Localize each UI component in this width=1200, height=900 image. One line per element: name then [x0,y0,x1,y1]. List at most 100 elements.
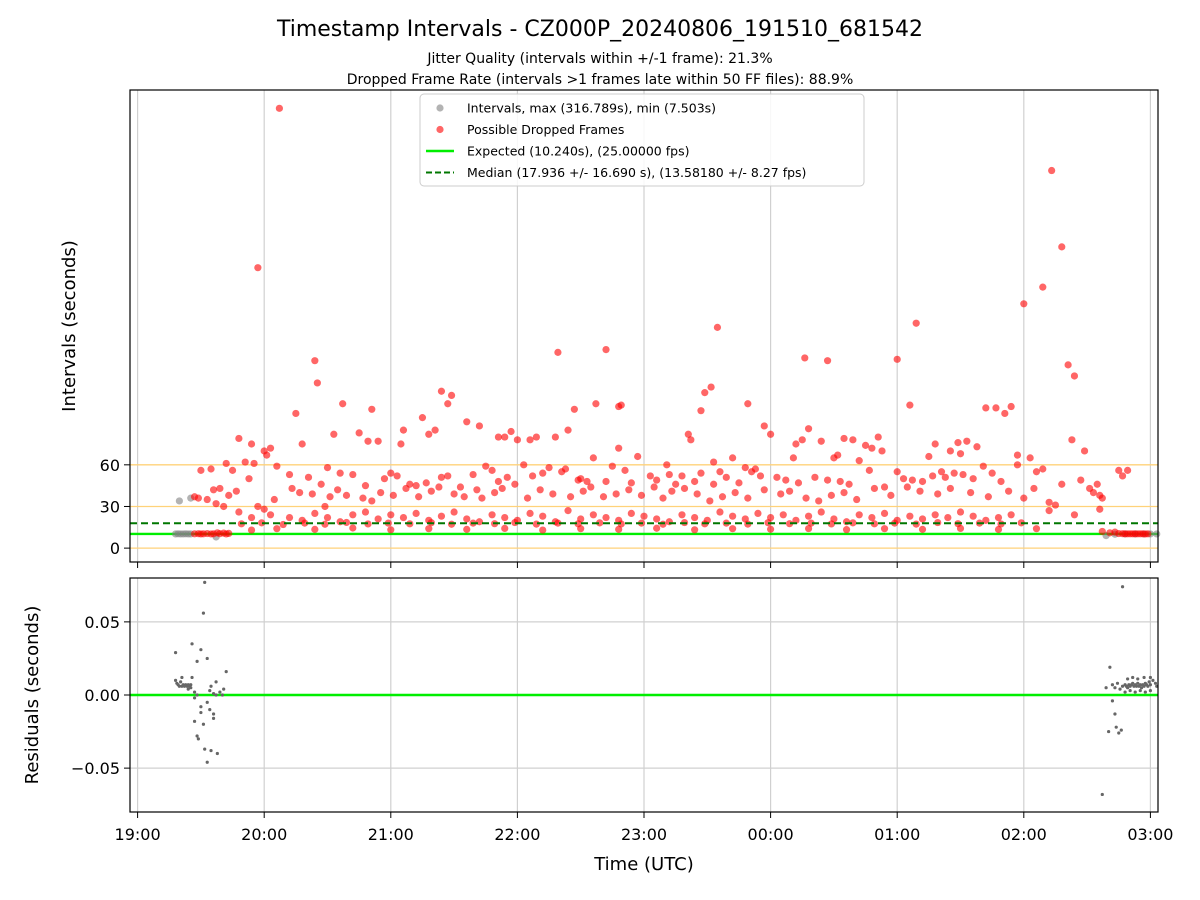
dropped-frame-point-268 [361,508,370,516]
residual-point-71 [1131,681,1135,685]
dropped-frame-point-261 [266,511,275,519]
dropped-frame-point-163 [899,475,908,483]
dropped-frame-point-159 [845,480,853,488]
residual-point-86 [1151,678,1155,682]
residual-point-36 [195,734,199,738]
dropped-frame-point-213 [549,490,557,498]
dropped-frame-point-13 [311,357,319,365]
dropped-frame-point-200 [402,484,410,493]
dropped-frame-point-363 [311,525,319,533]
chart-subtitle-dropped: Dropped Frame Rate (intervals >1 frames … [347,72,854,88]
residual-point-48 [192,696,197,700]
dropped-frame-point-366 [425,525,433,533]
dropped-frame-point-190 [296,488,304,497]
dropped-frame-point-79 [687,436,695,444]
legend-label-2: Expected (10.240s), (25.00000 fps) [467,144,689,159]
dropped-frame-point-111 [349,470,357,479]
dropped-frame-point-168 [950,469,958,477]
residual-point-38 [199,710,203,715]
dropped-frame-point-350 [807,519,815,527]
dropped-frame-point-364 [349,524,357,532]
residual-point-96 [1133,690,1137,694]
residual-point-39 [201,722,206,726]
dropped-frame-point-365 [387,526,395,534]
dropped-frame-point-378 [880,525,889,533]
dropped-frame-point-193 [326,493,334,501]
dropped-frame-point-215 [579,487,587,495]
dropped-frame-point-51 [292,409,300,418]
dropped-frame-point-237 [853,495,861,504]
dropped-frame-point-198 [377,488,385,497]
dropped-frame-point-34 [697,407,705,415]
dropped-frame-point-45 [1013,451,1022,459]
dropped-frame-point-284 [564,507,572,515]
residual-point-59 [1120,585,1125,589]
dropped-frame-point-26 [617,401,625,409]
residual-point-99 [1148,689,1153,693]
dropped-frame-point-293 [678,511,686,519]
dropped-frame-point-173 [997,477,1005,486]
dropped-frame-point-326 [301,519,309,527]
dropped-frame-point-202 [427,487,435,495]
dropped-frame-point-157 [823,476,832,484]
dropped-frame-point-230 [760,486,768,494]
dropped-frame-point-103 [250,459,258,468]
residual-point-92 [1142,675,1146,680]
dropped-frame-point-161 [880,483,889,491]
residual-point-49 [211,716,216,721]
dropped-frame-point-33 [1007,402,1015,411]
residual-point-14 [173,650,178,655]
x-tick-label-7: 02:00 [1001,825,1047,844]
dropped-frame-point-191 [308,490,316,498]
dropped-frame-point-286 [589,511,597,519]
dropped-frame-point-62 [397,440,405,448]
dropped-frame-point-206 [473,486,481,494]
dropped-frame-point-329 [364,520,372,528]
dropped-frame-point-239 [887,491,895,499]
dropped-frame-point-23 [570,405,578,413]
dropped-frame-point-194 [334,486,342,494]
dropped-frame-point-164 [908,476,916,484]
dropped-frame-point-192 [321,502,329,511]
dropped-frame-point-127 [520,461,528,469]
dropped-frame-point-104 [263,451,271,459]
dropped-frame-point-0 [275,104,283,112]
intervals-y-axis-label: Intervals (seconds) [59,240,80,412]
dropped-frame-point-221 [650,483,658,491]
dropped-frame-point-214 [566,493,575,501]
legend: Intervals, max (316.789s), min (7.503s) P… [419,93,865,187]
dropped-frame-point-309 [880,509,889,518]
dropped-frame-point-234 [815,497,823,505]
residual-point-89 [1126,677,1130,681]
dropped-frame-point-232 [785,487,794,495]
dropped-frame-point-124 [488,466,496,474]
dropped-frame-point-122 [469,470,477,479]
dropped-frame-point-184 [232,487,240,495]
dropped-frame-point-113 [380,475,389,483]
dropped-frame-point-314 [944,513,952,522]
residual-point-27 [209,684,213,688]
dropped-frame-point-321 [1070,511,1079,519]
residual-point-97 [1138,689,1142,693]
residual-point-98 [1143,690,1147,694]
dropped-frame-point-340 [596,519,604,527]
dropped-frame-point-89 [855,457,863,465]
dropped-frame-point-228 [731,488,739,497]
x-tick-label-2: 21:00 [368,825,414,844]
dropped-frame-point-306 [842,518,851,526]
dropped-frame-point-374 [729,525,737,533]
dropped-frame-point-317 [982,516,990,524]
dropped-frame-point-59 [364,437,372,445]
dropped-frame-point-248 [1030,484,1038,493]
dropped-frame-point-22 [444,400,452,408]
dropped-frame-point-247 [1020,494,1028,502]
dropped-frame-point-262 [285,513,294,522]
residuals-y-axis-label: Residuals (seconds) [22,606,43,785]
dropped-frame-point-18 [437,387,446,395]
dropped-frame-point-35 [760,422,768,430]
dropped-frame-point-136 [602,477,610,486]
dropped-frame-point-370 [577,525,585,533]
dropped-frame-point-225 [693,490,701,498]
dropped-frame-point-154 [782,476,790,484]
